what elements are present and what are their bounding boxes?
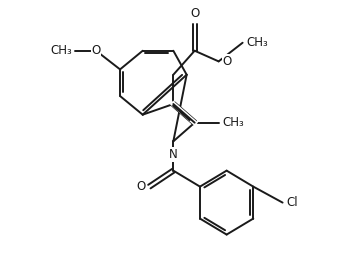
Text: O: O: [222, 55, 232, 68]
Text: N: N: [169, 148, 178, 161]
Text: O: O: [91, 44, 101, 57]
Text: CH₃: CH₃: [247, 36, 268, 49]
Text: CH₃: CH₃: [50, 44, 72, 57]
Text: CH₃: CH₃: [222, 116, 244, 129]
Text: O: O: [190, 7, 199, 20]
Text: Cl: Cl: [287, 196, 298, 209]
Text: O: O: [136, 180, 145, 193]
